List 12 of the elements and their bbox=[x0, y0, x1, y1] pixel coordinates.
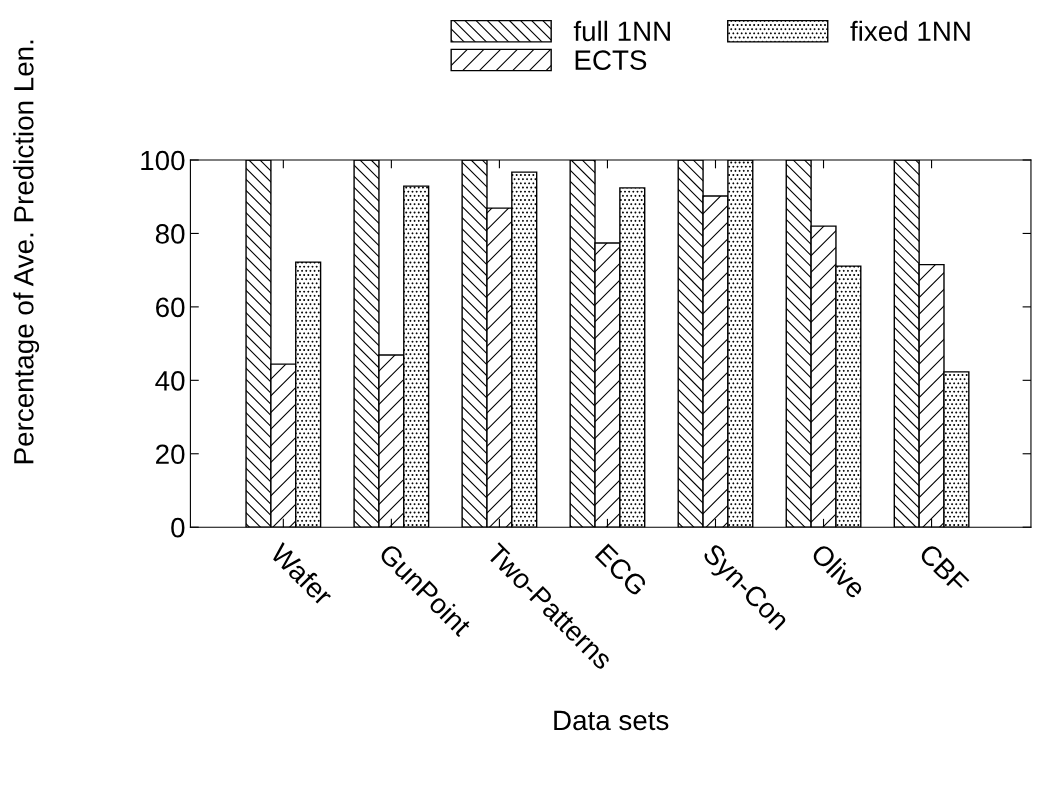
legend-label: full 1NN bbox=[573, 20, 670, 42]
x-tick-label: CBF bbox=[918, 542, 970, 595]
y-tick-label: 60 bbox=[156, 297, 185, 318]
y-tick-label: 0 bbox=[171, 517, 185, 538]
legend-label: fixed 1NN bbox=[850, 20, 970, 42]
y-tick-label: 20 bbox=[156, 444, 185, 465]
y-tick-label: 100 bbox=[141, 150, 185, 171]
y-tick-label: 80 bbox=[155, 224, 185, 244]
x-axis-title: Data sets bbox=[554, 710, 669, 731]
y-axis-title: Percentage of Ave. Prediction Len. bbox=[13, 40, 40, 464]
y-tick-label: 40 bbox=[155, 370, 185, 391]
legend-label: ECTS bbox=[575, 50, 647, 70]
